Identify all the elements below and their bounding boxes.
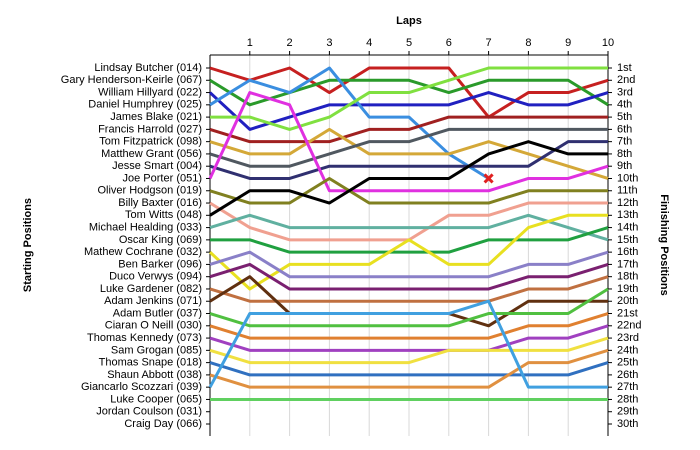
- rider-line: [209, 127, 608, 168]
- rider-label: William Hillyard (022): [98, 86, 202, 98]
- finishing-label: 10th: [617, 172, 638, 184]
- rider-label: Billy Baxter (016): [118, 197, 202, 209]
- rider-line: [210, 226, 609, 254]
- rider-line: [209, 78, 609, 107]
- finishing-label: 11th: [617, 185, 638, 197]
- x-tick-label: 9: [565, 37, 571, 49]
- finishing-label: 19th: [617, 283, 638, 295]
- rider-label: Tom Fitzpatrick (098): [99, 136, 202, 148]
- finishing-label: 27th: [617, 381, 638, 393]
- rider-label: Giancarlo Scozzari (039): [81, 381, 202, 393]
- rider-label: Luke Cooper (065): [110, 393, 202, 405]
- rider-label: Ben Barker (096): [118, 258, 202, 270]
- rider-line: [208, 299, 608, 389]
- rider-label: Jordan Coulson (031): [96, 406, 202, 418]
- retired-marker: [483, 173, 494, 184]
- rider-line: [210, 66, 608, 131]
- rider-label: Thomas Snape (018): [99, 357, 202, 369]
- finishing-label: 4th: [617, 99, 632, 111]
- finishing-label: 28th: [617, 393, 638, 405]
- rider-label: Shaun Abbott (038): [107, 369, 202, 381]
- finishing-label: 13th: [617, 209, 638, 221]
- finishing-label: 18th: [617, 271, 638, 283]
- x-tick-label: 1: [247, 37, 253, 49]
- finishing-label: 3rd: [617, 86, 633, 98]
- rider-label: Joe Porter (051): [123, 172, 202, 184]
- rider-label: Tom Witts (048): [125, 209, 202, 221]
- finishing-label: 7th: [617, 136, 632, 148]
- rider-label: Adam Jenkins (071): [104, 295, 202, 307]
- rider-line: [209, 176, 608, 205]
- rider-label: Luke Gardener (082): [100, 283, 202, 295]
- rider-line: [209, 140, 608, 180]
- x-tick-label: 5: [406, 37, 412, 49]
- x-axis-title: Laps: [396, 15, 422, 27]
- rider-line: [208, 213, 608, 291]
- finishing-label: 12th: [617, 197, 638, 209]
- rider-label: Daniel Humphrey (025): [88, 99, 202, 111]
- rider-line: [208, 91, 609, 193]
- finishing-label: 26th: [617, 369, 638, 381]
- finishing-label: 2nd: [617, 74, 635, 86]
- rider-label: Adam Butler (037): [113, 307, 202, 319]
- x-tick-label: 4: [366, 37, 372, 49]
- rider-label: Ciaran O Neill (030): [105, 320, 202, 332]
- finishing-label: 20th: [617, 295, 638, 307]
- finishing-label: 6th: [617, 123, 632, 135]
- x-tick-label: 7: [486, 37, 492, 49]
- x-tick-label: 10: [602, 37, 614, 49]
- rider-line: [209, 262, 609, 291]
- rider-label: Oliver Hodgson (019): [97, 185, 202, 197]
- x-tick-label: 8: [525, 37, 531, 49]
- finishing-label: 14th: [617, 221, 638, 233]
- rider-line: [209, 312, 609, 340]
- rider-line: [209, 336, 609, 365]
- rider-label: Gary Henderson-Keirle (067): [61, 74, 202, 86]
- finishing-label: 9th: [617, 160, 632, 172]
- x-tick-label: 2: [287, 37, 293, 49]
- finishing-label: 30th: [617, 418, 638, 430]
- finishing-label: 5th: [617, 111, 632, 123]
- rider-line: [209, 250, 609, 279]
- finishing-label: 17th: [617, 258, 638, 270]
- rider-line: [209, 66, 609, 119]
- finishing-label: 8th: [617, 148, 632, 160]
- rider-label: Michael Healding (033): [89, 221, 202, 233]
- rider-label: Duco Verwys (094): [109, 271, 202, 283]
- finishing-label: 22nd: [617, 320, 641, 332]
- rider-line: [209, 66, 490, 180]
- finishing-label: 24th: [617, 344, 638, 356]
- rider-line: [209, 287, 609, 328]
- y2-axis-title: Finishing Positions: [658, 194, 670, 295]
- rider-label: Thomas Kennedy (073): [87, 332, 202, 344]
- rider-line: [209, 348, 609, 389]
- finishing-label: 25th: [617, 357, 638, 369]
- y-axis-title: Starting Positions: [22, 198, 34, 292]
- rider-label: Lindsay Butcher (014): [94, 62, 202, 74]
- finishing-label: 16th: [617, 246, 638, 258]
- rider-label: Matthew Grant (056): [101, 148, 202, 160]
- rider-line: [209, 115, 608, 144]
- rider-line: [209, 140, 608, 217]
- x-tick-label: 6: [446, 37, 452, 49]
- rider-label: James Blake (021): [110, 111, 202, 123]
- rider-line: [209, 213, 609, 242]
- finishing-label: 21st: [617, 307, 638, 319]
- rider-line: [209, 324, 609, 352]
- rider-label: Jesse Smart (004): [112, 160, 202, 172]
- rider-label: Mathew Cochrane (032): [84, 246, 202, 258]
- rider-label: Francis Harrold (027): [98, 123, 202, 135]
- finishing-label: 29th: [617, 406, 638, 418]
- rider-label: Sam Grogan (085): [111, 344, 202, 356]
- rider-label: Oscar King (069): [119, 234, 202, 246]
- x-tick-label: 3: [326, 37, 332, 49]
- rider-line: [209, 361, 609, 377]
- finishing-label: 15th: [617, 234, 638, 246]
- finishing-label: 23rd: [617, 332, 639, 344]
- rider-label: Craig Day (066): [124, 418, 202, 430]
- finishing-label: 1st: [617, 62, 632, 74]
- rider-line: [208, 91, 609, 131]
